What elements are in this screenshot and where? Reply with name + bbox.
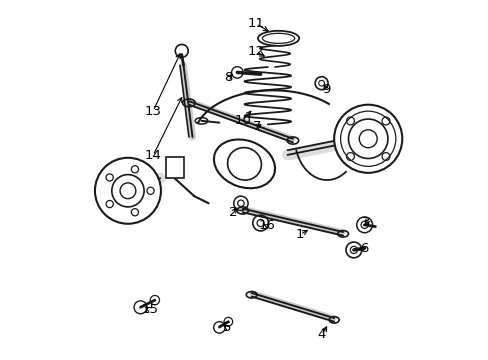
Text: 11: 11: [247, 17, 264, 30]
Text: 9: 9: [322, 83, 330, 96]
Text: 12: 12: [247, 45, 264, 58]
Text: 8: 8: [224, 71, 232, 84]
Text: 16: 16: [258, 219, 275, 233]
Text: 5: 5: [223, 321, 231, 334]
Text: 4: 4: [317, 328, 325, 341]
Ellipse shape: [214, 139, 274, 188]
Text: 1: 1: [295, 228, 304, 241]
Text: 7: 7: [252, 121, 261, 134]
Text: 13: 13: [144, 105, 161, 118]
Text: 6: 6: [359, 242, 367, 255]
Circle shape: [95, 158, 161, 224]
Text: 2: 2: [228, 207, 237, 220]
Circle shape: [333, 105, 402, 173]
Text: 10: 10: [234, 114, 251, 127]
Text: 3: 3: [362, 216, 370, 229]
Text: 15: 15: [142, 303, 159, 316]
Bar: [165, 157, 183, 178]
Text: 14: 14: [144, 149, 161, 162]
